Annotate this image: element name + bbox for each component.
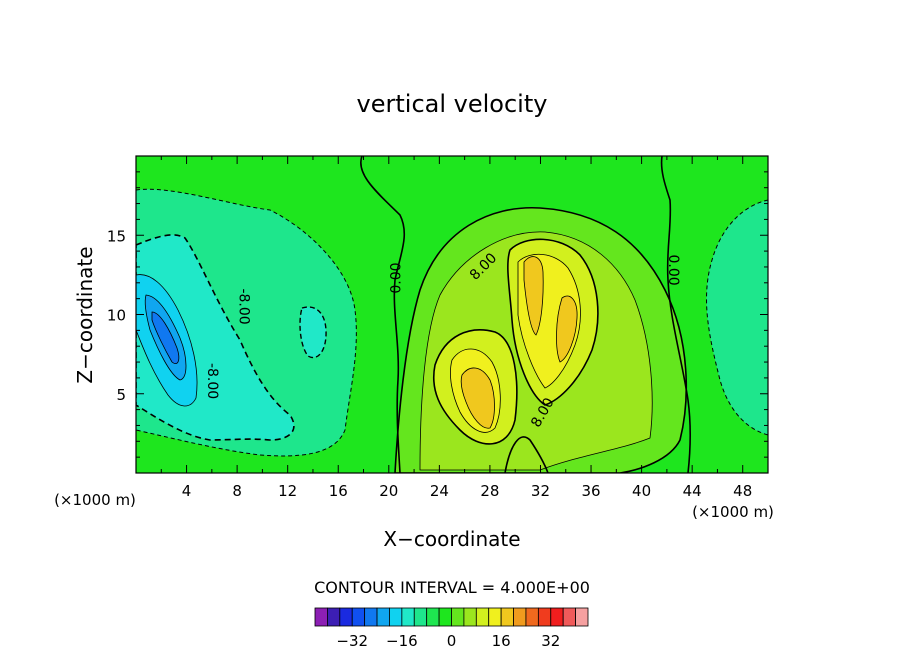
colorbar-swatch xyxy=(376,607,390,627)
colorbar-swatch xyxy=(413,607,428,627)
colorbar-swatch xyxy=(562,607,576,627)
x-tick-label: 48 xyxy=(733,482,752,500)
x-tick-label: 44 xyxy=(683,482,702,500)
x-axis-ticks: 4 8 12 16 20 24 28 32 36 40 44 48 xyxy=(160,156,752,500)
x-tick-label: 28 xyxy=(480,482,499,500)
colorbar-swatch xyxy=(513,607,527,627)
contour-label: -8.00 xyxy=(204,363,220,399)
colorbar-swatch xyxy=(401,607,415,627)
contour-zero-right xyxy=(660,156,692,473)
y-tick-label: 10 xyxy=(107,307,126,325)
colorbar-swatch xyxy=(463,607,477,627)
colorbar-tick-label: −32 xyxy=(336,632,368,650)
colorbar-swatch xyxy=(351,607,366,627)
region-negative-4-right xyxy=(706,199,768,436)
y-tick-label: 15 xyxy=(107,227,126,245)
x-axis-label: X−coordinate xyxy=(383,527,520,551)
x-tick-label: 36 xyxy=(581,482,600,500)
x-tick-label: 4 xyxy=(182,482,192,500)
colorbar-swatch xyxy=(364,607,378,627)
colorbar-labels: −32 −16 0 16 32 xyxy=(336,632,560,650)
contour-eight-bottom xyxy=(504,436,549,473)
colorbar-swatch xyxy=(339,607,353,627)
colorbar-swatch xyxy=(575,607,589,627)
colorbar-swatch xyxy=(451,607,465,627)
colorbar-tick-label: −16 xyxy=(386,632,418,650)
colorbar-swatch xyxy=(426,607,440,627)
x-tick-label: 16 xyxy=(329,482,348,500)
colorbar-swatch xyxy=(500,607,514,627)
contour-label: -8.00 xyxy=(235,288,251,324)
colorbar-tick-label: 16 xyxy=(492,632,511,650)
contour-label: 0.00 xyxy=(665,255,681,286)
colorbar-swatch xyxy=(475,607,490,627)
colorbar-swatch xyxy=(314,607,328,627)
contour-zero-left xyxy=(360,156,406,473)
x-unit-left: (×1000 m) xyxy=(54,491,136,509)
colorbar-swatch xyxy=(488,607,502,627)
y-axis-label: Z−coordinate xyxy=(73,246,97,383)
colorbar-swatch xyxy=(438,607,452,627)
x-tick-label: 32 xyxy=(531,482,550,500)
contour-interval-label: CONTOUR INTERVAL = 4.000E+00 xyxy=(314,578,590,597)
colorbar-swatch xyxy=(550,607,564,627)
colorbar-tick-label: 32 xyxy=(541,632,560,650)
colorbar xyxy=(314,607,589,627)
region-positive-20-c xyxy=(556,295,578,363)
x-tick-label: 8 xyxy=(232,482,242,500)
colorbar-swatch xyxy=(327,607,341,627)
x-unit-right: (×1000 m) xyxy=(692,503,774,521)
contour-labels: 0.00 8.00 0.00-8.00-8.008.00 xyxy=(204,250,681,430)
region-positive-20-a xyxy=(460,367,495,429)
contour-label: 0.00 xyxy=(388,262,404,293)
x-tick-label: 40 xyxy=(632,482,651,500)
colorbar-swatch xyxy=(525,607,539,627)
x-tick-label: 24 xyxy=(430,482,449,500)
colorbar-swatch xyxy=(537,607,552,627)
chart-title: vertical velocity xyxy=(357,90,548,118)
region-negative-8-patch xyxy=(299,306,327,359)
y-tick-label: 5 xyxy=(116,386,126,404)
x-tick-label: 12 xyxy=(278,482,297,500)
region-positive-20-b xyxy=(523,256,544,336)
colorbar-swatch xyxy=(389,607,403,627)
colorbar-tick-label: 0 xyxy=(447,632,457,650)
region-negative-20 xyxy=(151,311,180,365)
y-axis-ticks: 5 10 15 xyxy=(107,171,768,458)
x-tick-label: 20 xyxy=(379,482,398,500)
contour-field xyxy=(136,156,768,473)
